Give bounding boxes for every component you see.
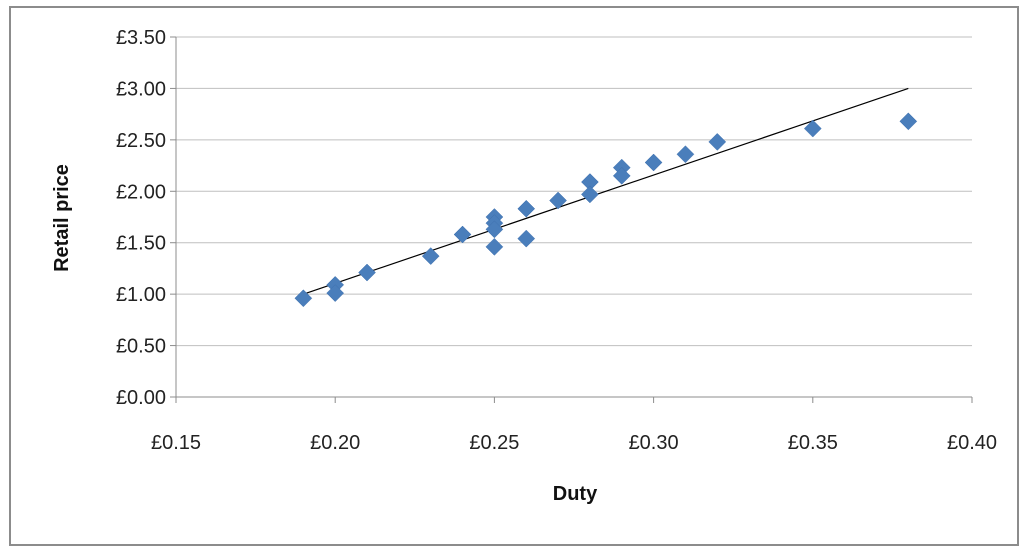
- data-point-marker: [899, 112, 918, 131]
- data-points: [294, 112, 918, 308]
- y-tick-label: £2.50: [116, 130, 166, 152]
- y-tick-label: £2.00: [116, 181, 166, 203]
- x-tick-label: £0.15: [151, 432, 201, 454]
- y-tick-label: £1.50: [116, 233, 166, 255]
- data-point-marker: [708, 133, 727, 151]
- axes: [170, 36, 973, 403]
- data-point-marker: [485, 220, 504, 239]
- data-point-marker: [549, 191, 567, 210]
- data-point-marker: [485, 237, 504, 256]
- data-point-marker: [517, 199, 536, 218]
- data-point-marker: [803, 119, 822, 138]
- data-point-marker: [676, 145, 695, 164]
- data-point-marker: [453, 225, 472, 244]
- y-tick-label: £0.50: [116, 336, 166, 358]
- chart-frame: [9, 6, 1019, 546]
- data-point-marker: [644, 153, 663, 172]
- x-tick-label: £0.40: [947, 432, 997, 454]
- data-point-marker: [358, 263, 376, 282]
- gridlines: [176, 36, 972, 347]
- data-point-marker: [612, 167, 631, 185]
- y-tick-label: £1.00: [116, 284, 166, 306]
- tick-labels: £0.00 £0.50 £1.00 £1.50 £2.00 £2.50 £3.00 £3.50…: [116, 27, 997, 454]
- x-axis-title: Duty: [553, 483, 598, 505]
- x-tick-label: £0.25: [469, 432, 519, 454]
- x-tick-label: £0.20: [310, 432, 360, 454]
- y-tick-label: £0.00: [116, 387, 166, 409]
- data-point-marker: [326, 284, 345, 302]
- data-point-marker: [581, 185, 599, 204]
- x-tick-label: £0.35: [788, 432, 838, 454]
- data-point-marker: [517, 229, 536, 248]
- trendline-group: [303, 87, 909, 295]
- y-tick-label: £3.50: [116, 27, 166, 49]
- data-point-marker: [421, 247, 440, 265]
- y-tick-label: £3.00: [116, 78, 166, 100]
- x-tick-label: £0.30: [629, 432, 679, 454]
- data-point-marker: [294, 289, 313, 308]
- trendline: [303, 87, 909, 295]
- y-axis-title: Retail price: [51, 164, 73, 272]
